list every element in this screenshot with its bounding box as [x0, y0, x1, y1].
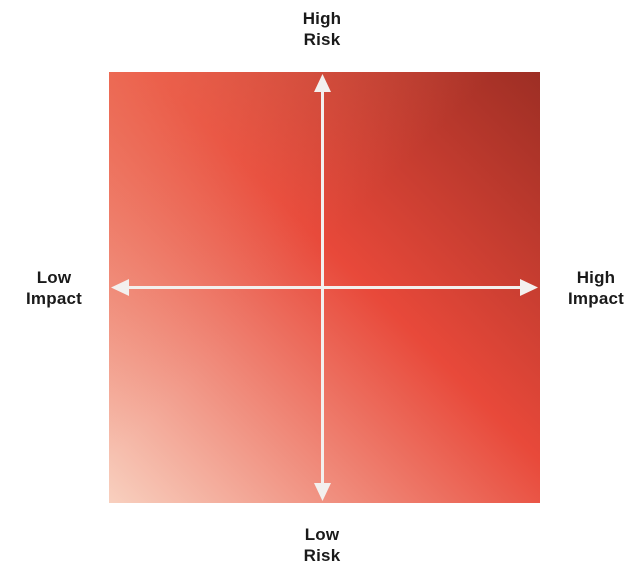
axis-label-low-impact: Low Impact [6, 267, 102, 309]
axis-label-high-impact-line1: High [576, 268, 616, 287]
axis-label-low-risk-line1: Low [304, 525, 340, 544]
axis-label-low-risk: Low Risk [274, 524, 370, 566]
arrow-head-up-icon [314, 74, 331, 92]
axis-label-high-risk-line2: Risk [303, 30, 341, 49]
risk-impact-matrix [109, 72, 540, 503]
axis-label-low-risk-line2: Risk [303, 546, 341, 565]
arrow-head-left-icon [111, 279, 129, 296]
axis-label-low-impact-line1: Low [36, 268, 72, 287]
arrow-head-down-icon [314, 483, 331, 501]
axis-label-high-risk: High Risk [274, 8, 370, 50]
axis-label-high-impact-line2: Impact [568, 289, 624, 308]
arrow-head-right-icon [520, 279, 538, 296]
axis-label-low-impact-line2: Impact [26, 289, 82, 308]
axis-label-high-risk-line1: High [302, 9, 342, 28]
axis-label-high-impact: High Impact [548, 267, 641, 309]
